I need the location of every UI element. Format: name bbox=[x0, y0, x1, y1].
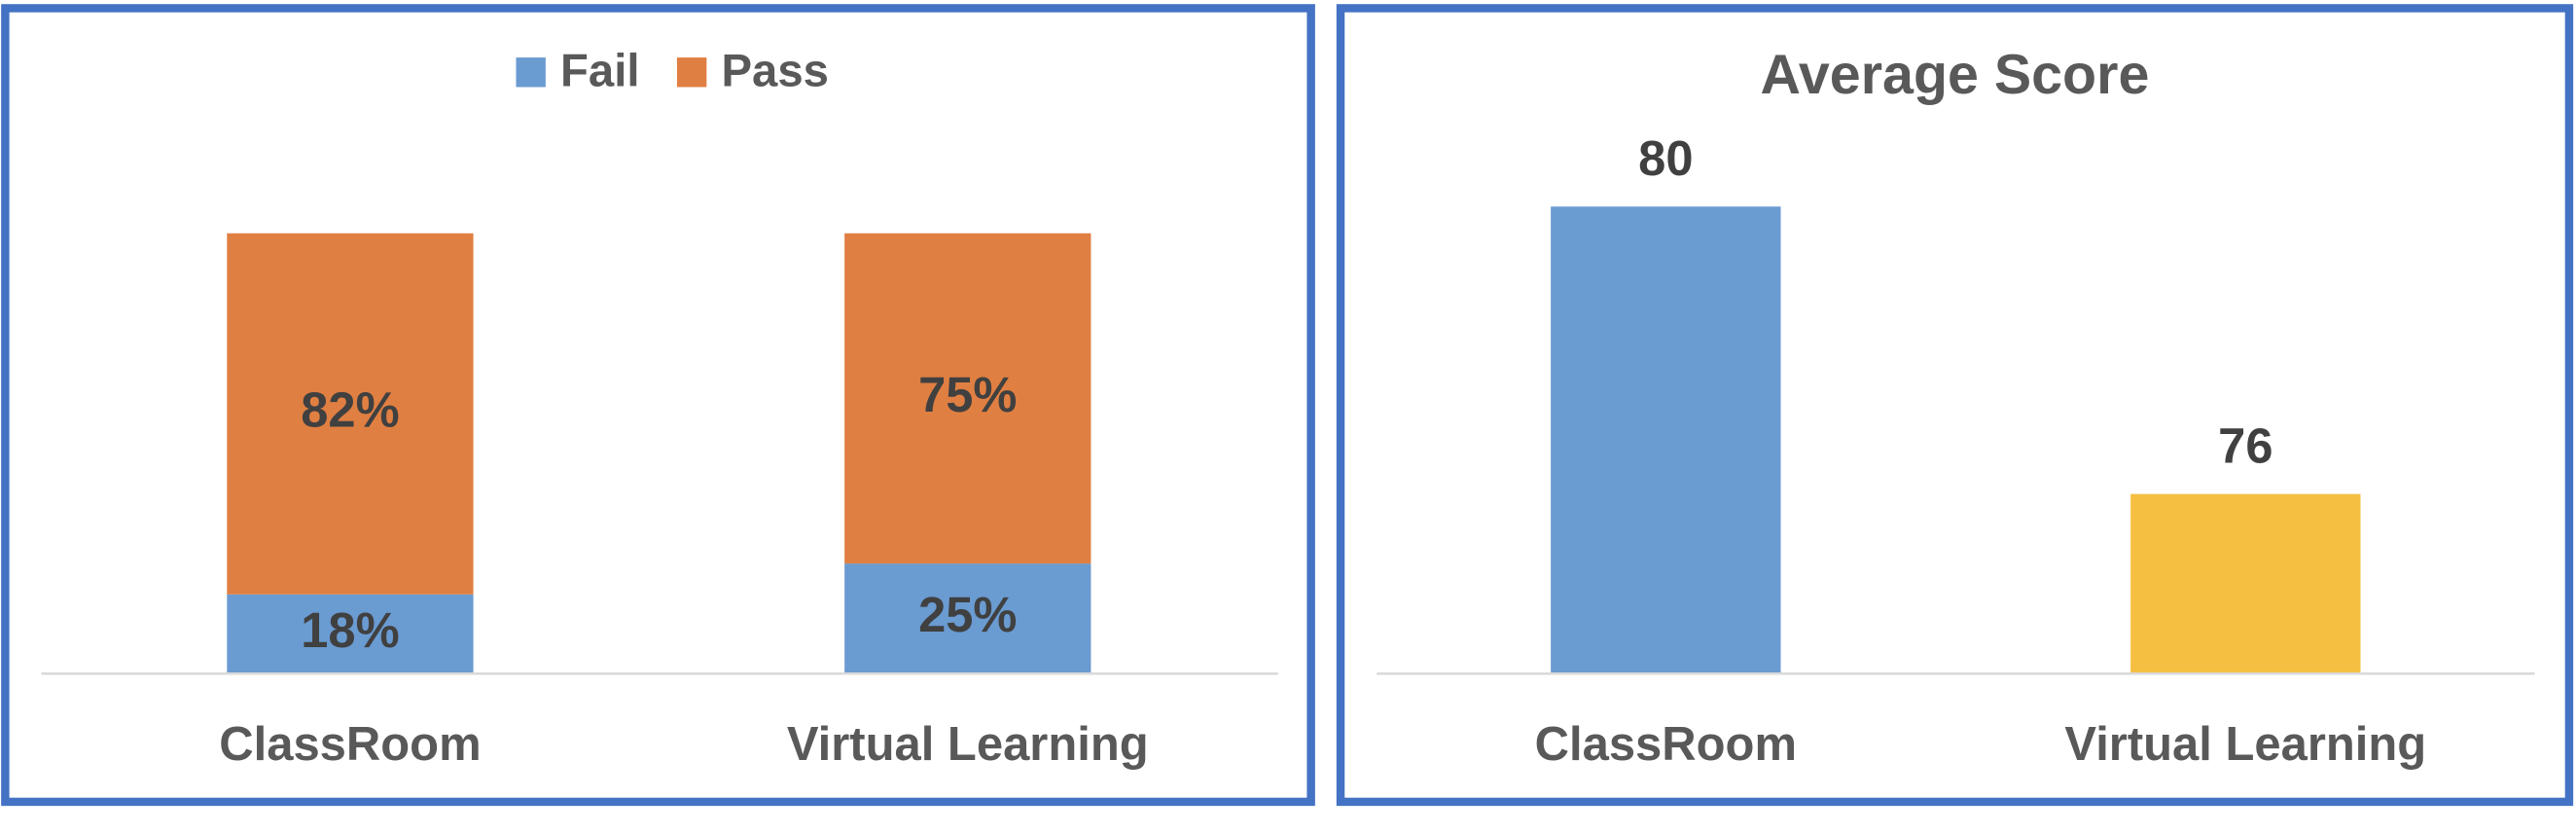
legend-label: Fail bbox=[560, 45, 639, 96]
data-label: 82% bbox=[301, 382, 399, 438]
data-label: 18% bbox=[301, 602, 399, 658]
x-tick-label: ClassRoom bbox=[1535, 718, 1797, 771]
data-label: 25% bbox=[918, 587, 1017, 642]
bar-segment bbox=[844, 563, 1091, 674]
data-label: 76 bbox=[2218, 417, 2272, 473]
legend-swatch bbox=[676, 57, 707, 88]
bar-segment bbox=[227, 233, 474, 595]
panel-border bbox=[1, 4, 1315, 807]
bar bbox=[2130, 493, 2361, 674]
chart-title: Average Score bbox=[1761, 44, 2150, 106]
bar bbox=[1551, 206, 1781, 674]
x-tick-label: Virtual Learning bbox=[2064, 718, 2426, 771]
data-label: 80 bbox=[1638, 130, 1693, 186]
x-tick-label: ClassRoom bbox=[219, 718, 481, 771]
x-tick-label: Virtual Learning bbox=[787, 718, 1149, 771]
legend-label: Pass bbox=[722, 45, 829, 96]
data-label: 75% bbox=[918, 367, 1017, 422]
bar-segment bbox=[227, 594, 474, 674]
bar-segment bbox=[844, 233, 1091, 564]
panel-border bbox=[1336, 4, 2574, 807]
legend-swatch bbox=[516, 57, 546, 88]
